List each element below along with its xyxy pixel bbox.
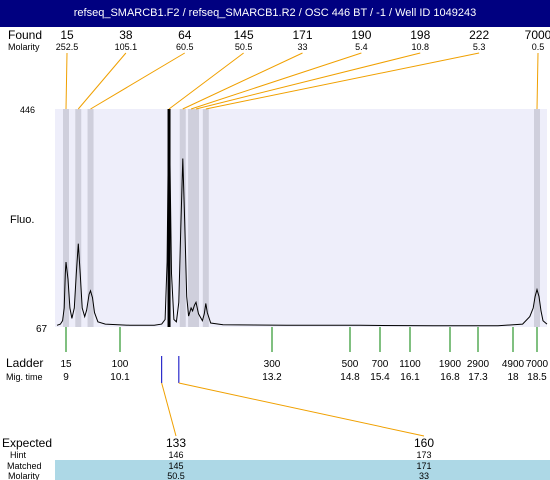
matched-value: 145: [168, 461, 183, 471]
found-size-label: 198: [410, 28, 430, 42]
ladder-time-label: 18.5: [527, 372, 547, 383]
fluo-label: Fluo.: [10, 214, 34, 226]
found-label: Found: [8, 28, 42, 42]
molarity-value: 33: [419, 471, 429, 480]
y-tick-bottom: 67: [36, 324, 48, 335]
found-size-label: 38: [119, 28, 133, 42]
molarity-value: 50.5: [167, 471, 185, 480]
hint-value: 146: [168, 450, 183, 460]
found-peak-band: [179, 109, 186, 327]
expected-leader-line: [161, 382, 177, 437]
found-leader-line: [182, 52, 303, 110]
ladder-size-label: 7000: [526, 359, 549, 370]
ladder-size-label: 700: [372, 359, 389, 370]
found-molarity-label: 10.8: [411, 42, 429, 52]
ladder-size-label: 100: [112, 359, 129, 370]
found-peak-band: [167, 109, 171, 327]
ladder-time-label: 18: [507, 372, 519, 383]
found-leader-line: [536, 52, 539, 110]
found-molarity-label: 5.4: [355, 42, 368, 52]
matched-label: Matched: [7, 461, 42, 471]
hint-label: Hint: [10, 450, 27, 460]
matched-row-band: [55, 460, 550, 480]
molarity-label: Molarity: [8, 42, 40, 52]
found-molarity-label: 60.5: [176, 42, 194, 52]
ladder-size-label: 4900: [502, 359, 525, 370]
found-size-label: 145: [234, 28, 254, 42]
expected-value: 160: [414, 436, 434, 450]
expected-label: Expected: [2, 436, 52, 450]
ladder-time-label: 16.8: [440, 372, 460, 383]
found-peak-band: [63, 109, 69, 327]
found-molarity-label: 50.5: [235, 42, 253, 52]
found-peak-band: [193, 109, 199, 327]
found-peak-band: [75, 109, 82, 327]
found-size-label: 190: [351, 28, 371, 42]
found-peak-band: [87, 109, 94, 327]
found-size-label: 64: [178, 28, 192, 42]
found-peak-band: [534, 109, 540, 327]
fluorescence-trace: [56, 108, 548, 327]
found-molarity-label: 33: [297, 42, 307, 52]
expected-leader-line: [178, 382, 425, 437]
ladder-time-label: 14.8: [340, 372, 360, 383]
found-leader-line: [195, 52, 421, 110]
ladder-time-label: 16.1: [400, 372, 420, 383]
found-size-label: 222: [469, 28, 489, 42]
hint-value: 173: [416, 450, 431, 460]
found-leader-line: [77, 52, 127, 110]
found-leader-line: [168, 52, 244, 110]
ladder-size-label: 300: [264, 359, 281, 370]
found-molarity-label: 105.1: [115, 42, 138, 52]
ladder-time-label: 13.2: [262, 372, 282, 383]
found-leader-line: [90, 52, 186, 110]
found-peak-band: [202, 109, 209, 327]
found-molarity-label: 252.5: [56, 42, 79, 52]
found-size-label: 7000: [525, 28, 550, 42]
ladder-size-label: 15: [60, 359, 72, 370]
found-size-label: 171: [292, 28, 312, 42]
expected-value: 133: [166, 436, 186, 450]
ladder-size-label: 1900: [439, 359, 462, 370]
ladder-size-label: 1100: [399, 359, 421, 370]
ladder-time-label: 17.3: [468, 372, 488, 383]
found-molarity-label: 5.3: [473, 42, 486, 52]
found-peak-band: [188, 109, 195, 327]
ladder-size-label: 2900: [467, 359, 490, 370]
plot-area: [55, 109, 547, 327]
ladder-time-label: 15.4: [370, 372, 390, 383]
ladder-label: Ladder: [6, 356, 43, 370]
ladder-time-label: 10.1: [110, 372, 130, 383]
matched-value: 171: [416, 461, 431, 471]
ladder-size-label: 500: [342, 359, 359, 370]
y-tick-top: 446: [20, 105, 35, 115]
mig-time-label: Mig. time: [6, 372, 43, 382]
found-molarity-label: 0.5: [532, 42, 545, 52]
molarity-bottom-label: Molarity: [8, 471, 40, 480]
ladder-time-label: 9: [63, 372, 69, 383]
found-leader-line: [65, 52, 68, 110]
found-leader-line: [190, 52, 362, 110]
chart-title: refseq_SMARCB1.F2 / refseq_SMARCB1.R2 / …: [0, 0, 550, 27]
found-leader-line: [205, 52, 480, 110]
found-size-label: 15: [60, 28, 74, 42]
